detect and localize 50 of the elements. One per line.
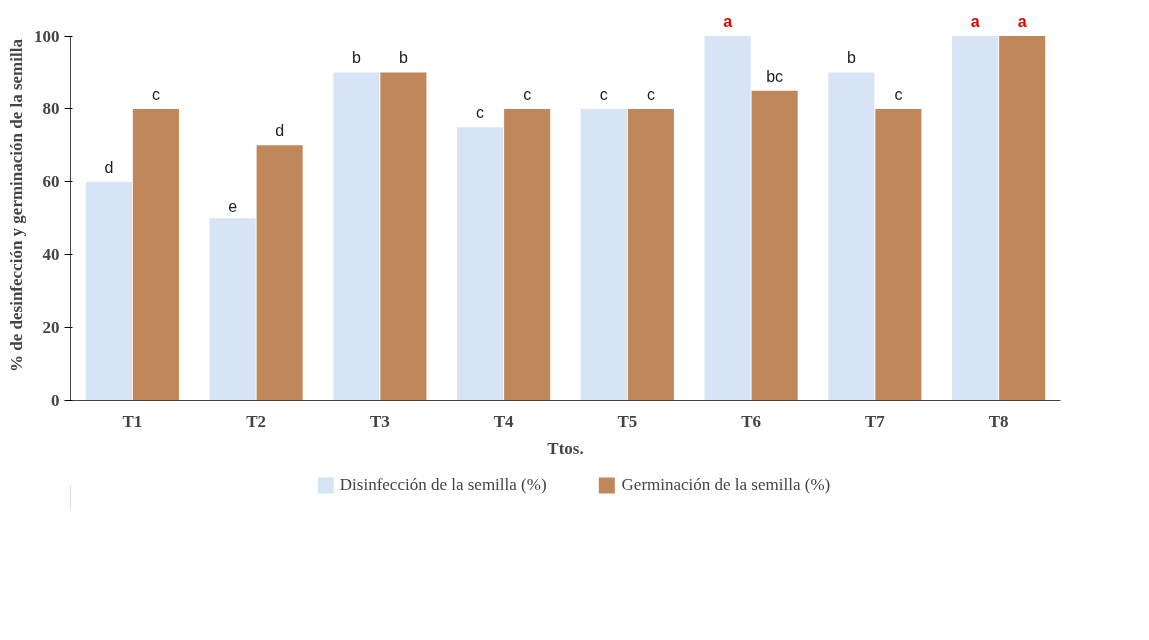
data-label: a	[1017, 13, 1027, 31]
y-axis-title: % de desinfección y germinación de la semilla	[7, 38, 26, 372]
bar	[85, 181, 132, 401]
data-label: c	[523, 85, 532, 103]
data-label: b	[351, 49, 361, 67]
y-tick-label: 0	[51, 391, 60, 410]
bar	[999, 36, 1046, 401]
bar	[580, 108, 627, 401]
data-label: a	[723, 13, 733, 31]
y-tick-label: 80	[42, 99, 60, 119]
x-tick-label: T1	[122, 411, 143, 431]
data-label: c	[151, 85, 160, 103]
data-label: bc	[766, 67, 784, 85]
bar	[704, 36, 751, 401]
bar	[256, 145, 303, 401]
data-label: e	[228, 198, 238, 216]
bar	[751, 90, 798, 401]
bar	[627, 108, 674, 401]
x-tick-label: T3	[369, 411, 390, 431]
bar	[380, 72, 427, 401]
y-tick-label: 40	[42, 245, 60, 265]
data-label: b	[398, 49, 408, 67]
data-label: c	[599, 85, 608, 103]
bar	[209, 218, 256, 401]
y-tick-label: 20	[42, 318, 60, 338]
data-label: a	[970, 13, 980, 31]
x-tick-label: T4	[493, 411, 515, 431]
y-tick-label: 60	[42, 172, 60, 192]
legend-label: Disinfección de la semilla (%)	[339, 475, 547, 495]
bar	[132, 108, 179, 401]
data-label: c	[894, 85, 903, 103]
data-label: d	[104, 158, 114, 176]
bar	[457, 127, 504, 401]
bar	[333, 72, 380, 401]
bar	[504, 108, 551, 401]
data-label: c	[646, 85, 655, 103]
data-label: b	[846, 49, 856, 67]
x-tick-label: T5	[617, 411, 638, 431]
bar	[875, 108, 922, 401]
legend-label: Germinación de la semilla (%)	[621, 475, 831, 495]
x-tick-label: T7	[864, 411, 886, 431]
data-label: d	[275, 122, 285, 140]
x-tick-label: T8	[988, 411, 1009, 431]
x-axis-title: Ttos.	[547, 438, 584, 458]
bar	[828, 72, 875, 401]
data-label: c	[476, 104, 485, 122]
x-tick-label: T2	[246, 411, 267, 431]
y-tick-label: 100	[34, 26, 60, 46]
bar	[952, 36, 999, 401]
x-tick-label: T6	[741, 411, 762, 431]
